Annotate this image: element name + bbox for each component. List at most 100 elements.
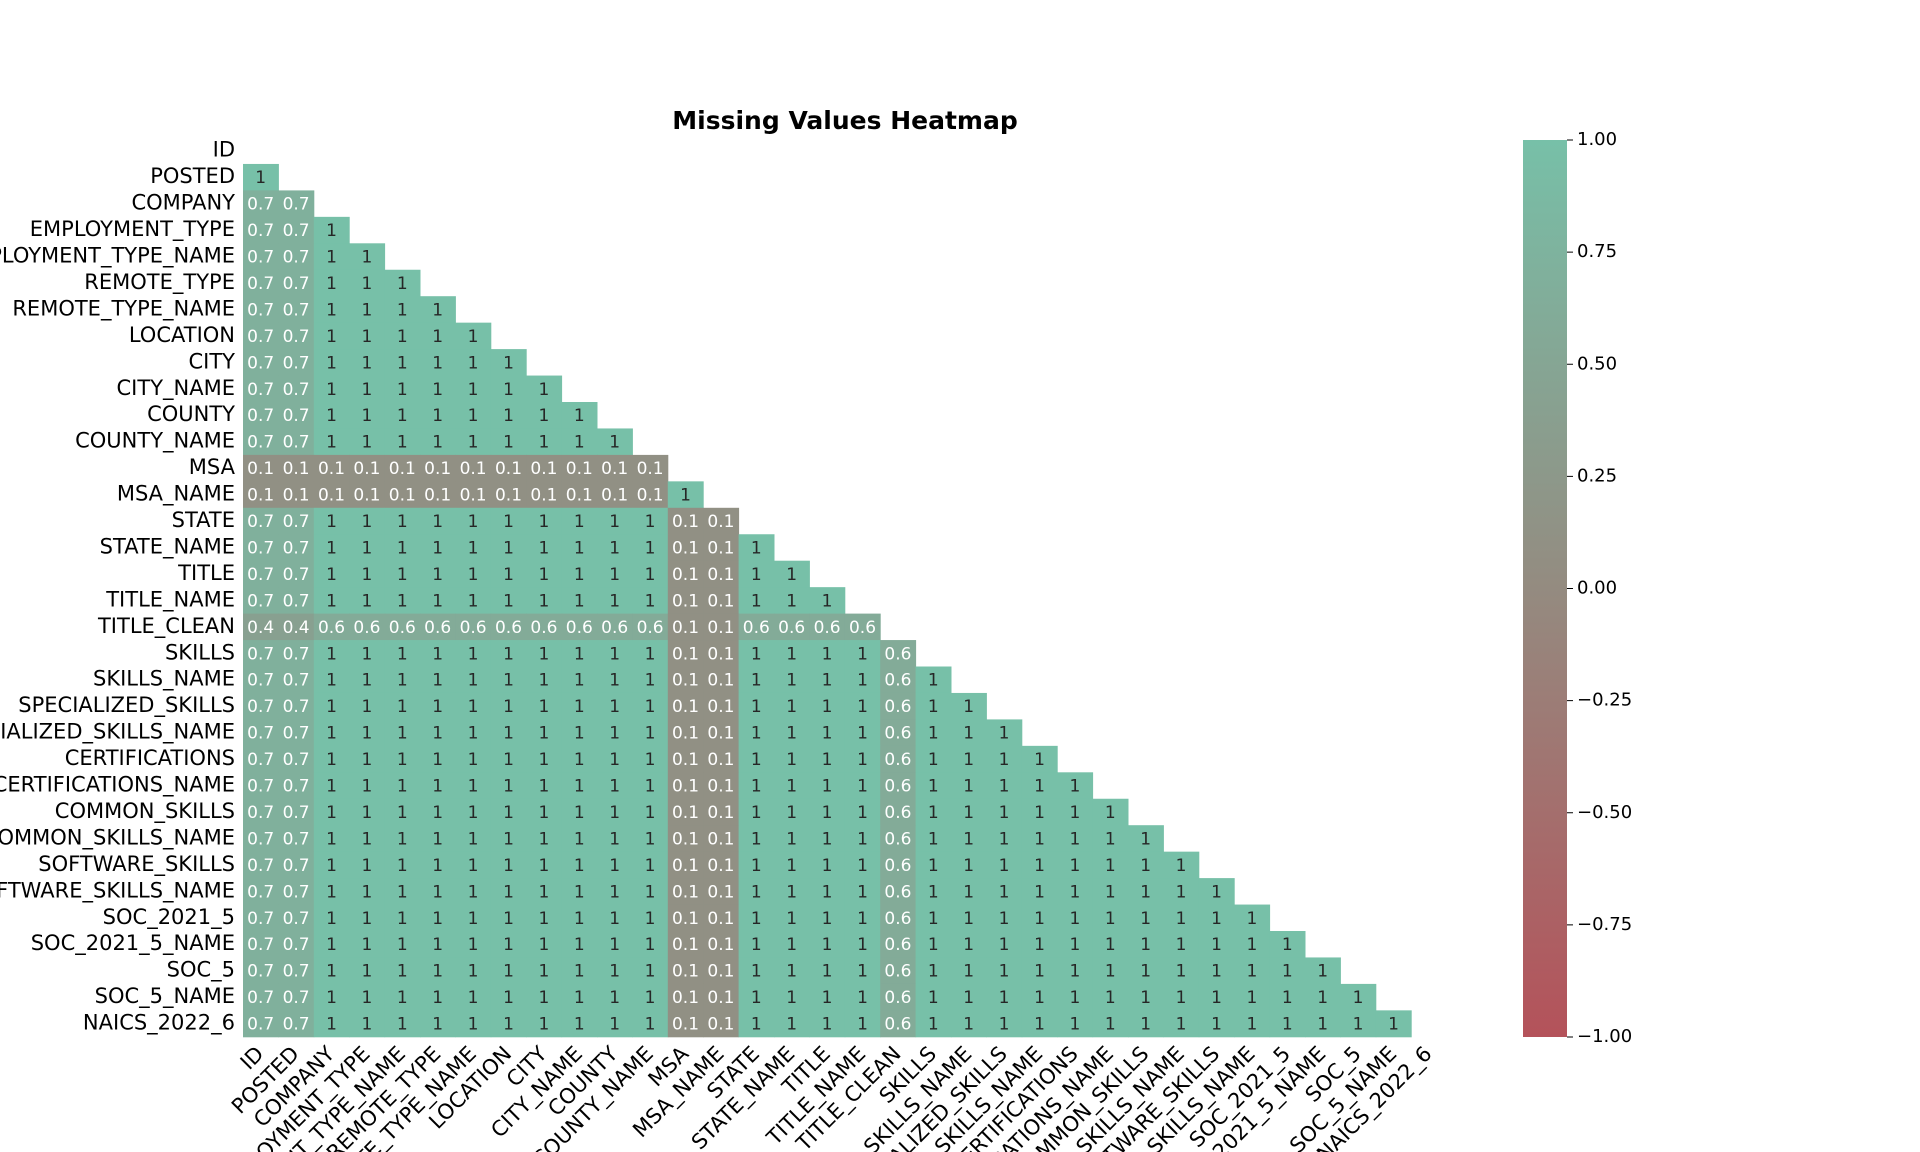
heatmap-cell — [738, 983, 775, 1011]
heatmap-cell — [1340, 1010, 1377, 1038]
cell-label: 1 — [326, 512, 337, 532]
cell-label: 1 — [999, 882, 1010, 902]
heatmap-cell — [1092, 1010, 1129, 1038]
cell-label: 1 — [503, 406, 514, 426]
heatmap-cell — [384, 772, 421, 800]
cell-label: 1 — [786, 565, 797, 585]
heatmap-cell — [526, 454, 563, 482]
cell-label: 1 — [326, 724, 337, 744]
heatmap-cell — [1163, 983, 1200, 1011]
heatmap-cell — [880, 983, 917, 1011]
cell-label: 1 — [857, 935, 868, 955]
cell-label: 1 — [468, 856, 479, 876]
cell-label: 1 — [680, 486, 691, 506]
cell-label: 1 — [822, 856, 833, 876]
cell-label: 0.7 — [283, 1015, 310, 1035]
heatmap-cell — [1092, 851, 1129, 879]
heatmap-cell — [455, 587, 492, 615]
cell-label: 0.7 — [247, 829, 274, 849]
cell-label: 1 — [432, 829, 443, 849]
cell-label: 0.1 — [672, 724, 699, 744]
heatmap-cell — [278, 243, 315, 271]
cell-label: 0.1 — [707, 1015, 734, 1035]
heatmap-cell — [490, 772, 527, 800]
cell-label: 0.1 — [672, 618, 699, 638]
cell-label: 1 — [928, 777, 939, 797]
heatmap-cell — [349, 269, 386, 297]
heatmap-cell — [667, 613, 704, 641]
cell-label: 1 — [645, 512, 656, 532]
cell-label: 0.1 — [283, 459, 310, 479]
heatmap-cell — [1198, 904, 1235, 932]
heatmap-cell — [243, 534, 279, 562]
cell-label: 1 — [822, 724, 833, 744]
cell-label: 1 — [574, 935, 585, 955]
heatmap-cell — [774, 1010, 810, 1038]
cell-label: 1 — [361, 856, 372, 876]
heatmap-cell — [490, 1010, 527, 1038]
cell-label: 1 — [397, 829, 408, 849]
cell-label: 1 — [397, 935, 408, 955]
heatmap-cell — [1128, 957, 1164, 985]
heatmap-cell — [1163, 878, 1200, 906]
heatmap-cell — [1021, 957, 1058, 985]
heatmap-cell — [1163, 851, 1200, 879]
heatmap-cell — [597, 825, 633, 853]
cell-label: 1 — [751, 935, 762, 955]
cell-label: 1 — [1246, 988, 1257, 1008]
cell-label: 1 — [361, 327, 372, 347]
heatmap-cell — [844, 957, 881, 985]
heatmap-cell — [561, 481, 598, 509]
cell-label: 0.4 — [283, 618, 310, 638]
cell-label: 1 — [963, 697, 974, 717]
heatmap-cell — [951, 957, 987, 985]
heatmap-cell — [667, 692, 704, 720]
cell-label: 0.1 — [707, 750, 734, 770]
heatmap-cell — [703, 983, 740, 1011]
cell-label: 1 — [503, 803, 514, 823]
heatmap-cell — [526, 798, 563, 826]
heatmap-cell — [597, 983, 633, 1011]
cell-label: 1 — [751, 882, 762, 902]
heatmap-cell — [384, 269, 421, 297]
heatmap-cell — [420, 931, 456, 958]
heatmap-cell — [703, 560, 740, 588]
heatmap-cell — [632, 481, 669, 509]
cell-label: 1 — [468, 591, 479, 611]
heatmap-cell — [986, 983, 1023, 1011]
cell-label: 1 — [857, 803, 868, 823]
cell-label: 1 — [432, 353, 443, 373]
heatmap-cell — [526, 613, 563, 641]
heatmap-cell — [809, 745, 846, 773]
heatmap-cell — [420, 1010, 456, 1038]
heatmap-cell — [597, 428, 633, 456]
heatmap-cell — [1198, 983, 1235, 1011]
heatmap-cell — [349, 878, 386, 906]
heatmap-cell — [278, 402, 315, 429]
heatmap-cell — [774, 613, 810, 641]
cell-label: 0.6 — [495, 618, 522, 638]
cell-label: 1 — [1034, 882, 1045, 902]
heatmap-cell — [1234, 904, 1271, 932]
cell-label: 1 — [432, 697, 443, 717]
cell-label: 1 — [1069, 909, 1080, 929]
heatmap-cell — [951, 904, 987, 932]
heatmap-cell — [243, 402, 279, 429]
y-tick-label: SOFTWARE_SKILLS_NAME — [0, 878, 235, 903]
heatmap-cell — [349, 931, 386, 958]
heatmap-cell — [243, 560, 279, 588]
heatmap-cell — [455, 931, 492, 958]
cell-label: 1 — [397, 644, 408, 664]
heatmap-cell — [278, 878, 315, 906]
heatmap-cell — [526, 692, 563, 720]
cell-label: 1 — [326, 353, 337, 373]
cell-label: 0.7 — [247, 591, 274, 611]
heatmap-cell — [278, 216, 315, 244]
heatmap-cell — [243, 745, 279, 773]
heatmap-cell — [632, 825, 669, 853]
heatmap-cell — [774, 560, 810, 588]
heatmap-cell — [455, 454, 492, 482]
y-tick-label: SOFTWARE_SKILLS — [38, 852, 235, 877]
heatmap-cell — [1057, 957, 1094, 985]
cell-label: 0.1 — [707, 671, 734, 691]
